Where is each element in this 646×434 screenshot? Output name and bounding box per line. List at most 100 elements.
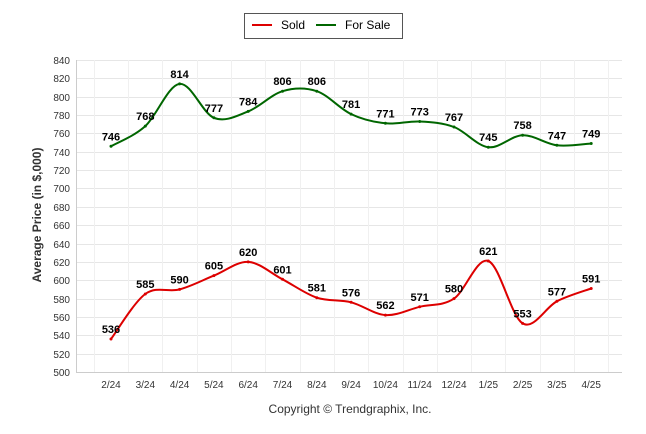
y-tick-label: 620: [53, 258, 70, 269]
y-tick-label: 780: [53, 111, 70, 122]
y-tick-label: 800: [53, 93, 70, 104]
data-point-for-sale: [109, 144, 113, 148]
data-label-sold: 620: [239, 247, 257, 259]
y-tick-label: 660: [53, 221, 70, 232]
data-point-for-sale: [521, 133, 525, 137]
data-label-sold: 621: [479, 246, 497, 258]
data-label-for-sale: 784: [239, 96, 258, 108]
x-tick-label: 1/25: [479, 380, 499, 391]
data-point-sold: [143, 292, 147, 296]
data-label-for-sale: 749: [582, 129, 600, 141]
data-label-for-sale: 814: [170, 69, 189, 81]
data-point-sold: [178, 287, 182, 291]
x-tick-label: 2/24: [101, 380, 121, 391]
data-label-for-sale: 771: [376, 108, 394, 120]
data-point-for-sale: [315, 89, 319, 93]
y-tick-label: 760: [53, 129, 70, 140]
data-point-sold: [246, 260, 250, 264]
data-point-for-sale: [383, 121, 387, 125]
data-label-for-sale: 768: [136, 111, 154, 123]
y-tick-label: 560: [53, 313, 70, 324]
data-label-for-sale: 758: [513, 120, 531, 132]
data-point-for-sale: [349, 112, 353, 116]
legend-label-for-sale: For Sale: [345, 18, 391, 32]
y-tick-label: 840: [53, 56, 70, 67]
y-tick-label: 700: [53, 184, 70, 195]
x-tick-label: 2/25: [513, 380, 533, 391]
data-label-for-sale: 767: [445, 112, 463, 124]
data-point-for-sale: [452, 125, 456, 129]
data-point-sold: [349, 300, 353, 304]
data-label-for-sale: 745: [479, 132, 497, 144]
data-label-sold: 591: [582, 274, 600, 286]
data-point-for-sale: [212, 116, 216, 120]
axes: 500 520 540 560 580 600 620 640 660 680 700 720 740 7…: [53, 56, 622, 391]
data-labels: 536 585 590 605 620 601 581 576 562 571 580 621 553 5…: [102, 69, 601, 336]
data-point-sold: [452, 297, 456, 301]
data-point-sold: [315, 296, 319, 300]
data-label-sold: 601: [273, 264, 291, 276]
data-point-for-sale: [143, 124, 147, 128]
data-point-for-sale: [589, 142, 593, 145]
x-tick-label: 4/24: [170, 380, 190, 391]
data-label-sold: 576: [342, 287, 360, 299]
data-label-sold: 585: [136, 279, 154, 291]
gridlines: [76, 60, 622, 373]
data-label-for-sale: 781: [342, 99, 360, 111]
data-point-sold: [109, 337, 113, 341]
legend-label-sold: Sold: [281, 18, 305, 32]
data-point-sold: [418, 305, 422, 309]
x-tick-label: 6/24: [238, 380, 258, 391]
y-tick-label: 680: [53, 203, 70, 214]
data-point-sold: [486, 259, 490, 263]
data-label-sold: 605: [205, 261, 223, 273]
data-point-for-sale: [246, 109, 250, 113]
data-point-sold: [281, 277, 284, 281]
data-label-sold: 580: [445, 284, 463, 296]
y-tick-label: 720: [53, 166, 70, 177]
y-tick-label: 540: [53, 331, 70, 342]
x-tick-label: 3/25: [547, 380, 567, 391]
data-label-sold: 590: [170, 274, 188, 286]
data-label-for-sale: 806: [308, 76, 326, 88]
copyright-credit: Copyright © Trendgraphix, Inc.: [269, 402, 432, 416]
y-tick-label: 520: [53, 350, 70, 361]
data-point-for-sale: [486, 145, 490, 149]
x-tick-label: 11/24: [408, 380, 433, 391]
data-label-sold: 553: [513, 308, 531, 320]
y-tick-label: 580: [53, 295, 70, 306]
data-point-sold: [383, 313, 387, 317]
x-tick-label: 7/24: [273, 380, 293, 391]
data-label-for-sale: 806: [273, 76, 291, 88]
y-axis-title: Average Price (in $,000): [30, 148, 44, 283]
y-tick-label: 640: [53, 240, 70, 251]
y-tick-label: 820: [53, 74, 70, 85]
data-point-for-sale: [418, 120, 422, 123]
data-label-sold: 577: [548, 286, 566, 298]
data-point-for-sale: [555, 143, 559, 147]
legend: Sold For Sale: [244, 13, 403, 39]
x-tick-label: 4/25: [581, 380, 601, 391]
data-point-sold: [212, 274, 216, 278]
data-label-for-sale: 746: [102, 131, 120, 143]
x-tick-label: 12/24: [441, 380, 466, 391]
x-tick-label: 8/24: [307, 380, 327, 391]
data-label-sold: 581: [308, 283, 326, 295]
data-point-sold: [555, 299, 559, 303]
data-label-sold: 571: [411, 292, 429, 304]
y-tick-label: 600: [53, 276, 70, 287]
data-point-for-sale: [281, 89, 284, 93]
data-point-for-sale: [178, 82, 182, 86]
x-tick-label: 3/24: [136, 380, 156, 391]
data-point-sold: [589, 287, 593, 290]
y-tick-label: 500: [53, 368, 70, 379]
y-tick-label: 740: [53, 148, 70, 159]
x-tick-label: 5/24: [204, 380, 224, 391]
data-point-sold: [521, 321, 525, 325]
data-label-sold: 536: [102, 324, 120, 336]
x-tick-label: 9/24: [341, 380, 361, 391]
data-label-for-sale: 747: [548, 130, 566, 142]
data-label-sold: 562: [376, 300, 394, 312]
